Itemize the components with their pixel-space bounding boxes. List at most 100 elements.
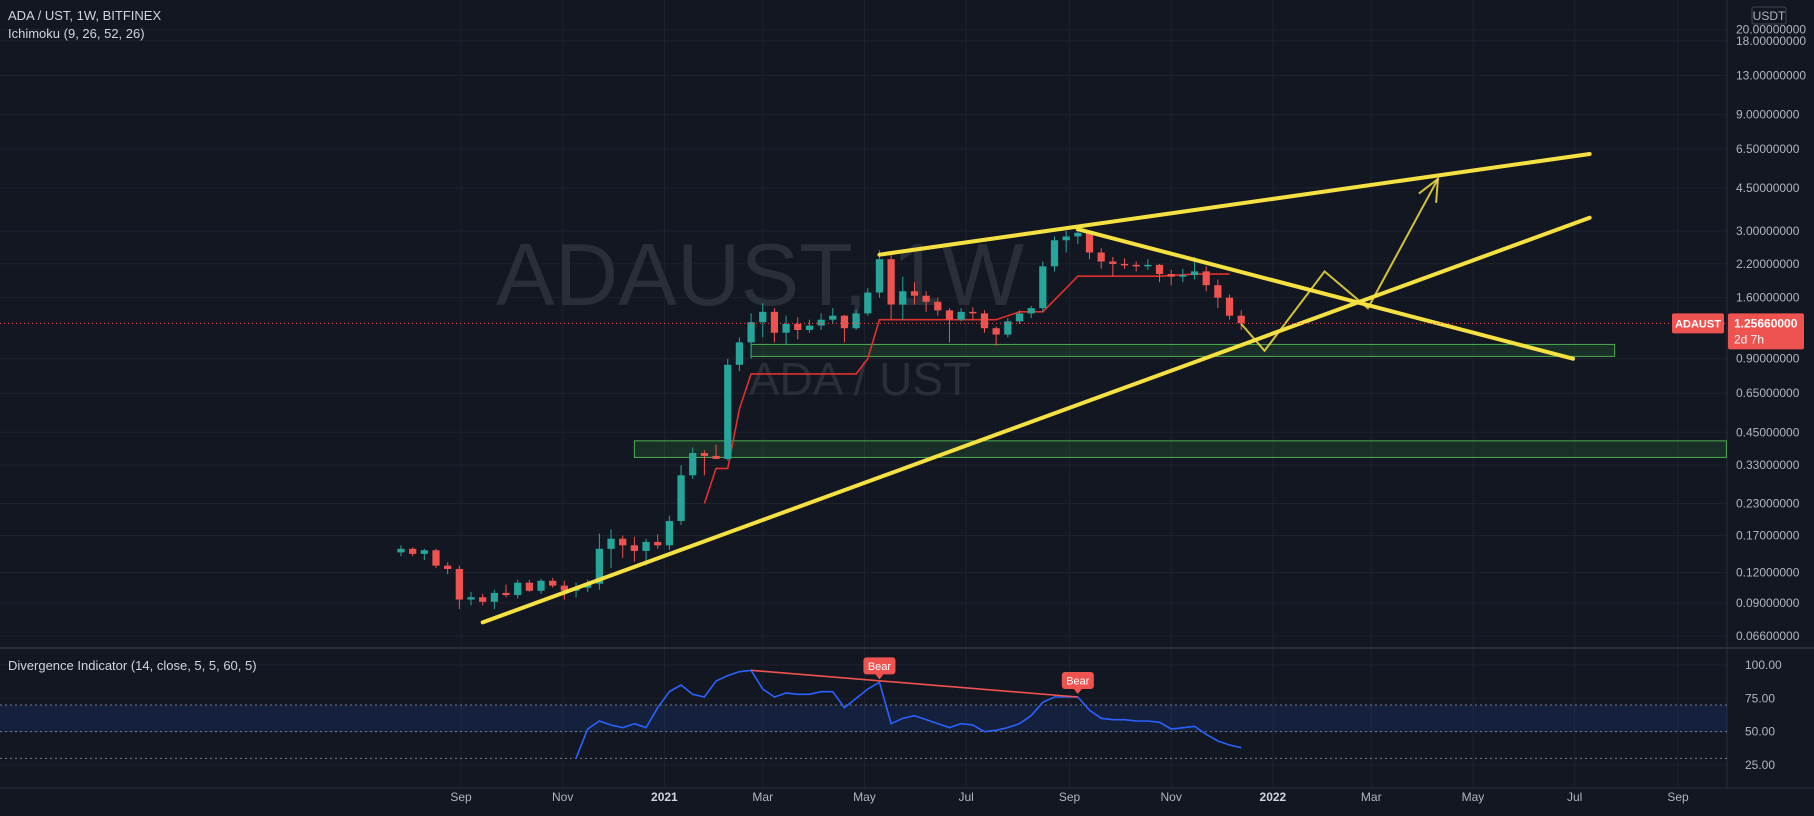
- candle[interactable]: [980, 310, 989, 333]
- candle[interactable]: [1167, 269, 1175, 286]
- candle[interactable]: [829, 308, 837, 324]
- support-zone-upper[interactable]: [750, 343, 1616, 357]
- candle[interactable]: [934, 297, 942, 316]
- candle[interactable]: [502, 584, 510, 598]
- candle[interactable]: [490, 589, 498, 610]
- candle[interactable]: [1132, 261, 1140, 272]
- candle[interactable]: [992, 326, 1000, 346]
- candle[interactable]: [817, 313, 825, 330]
- candle[interactable]: [700, 450, 709, 476]
- candle[interactable]: [1039, 261, 1047, 312]
- candle-body: [922, 295, 930, 302]
- candle[interactable]: [432, 548, 440, 569]
- candle-body: [852, 313, 860, 329]
- divergence-legend[interactable]: Divergence Indicator (14, close, 5, 5, 6…: [8, 658, 257, 673]
- candle[interactable]: [560, 580, 568, 600]
- candle[interactable]: [712, 444, 720, 459]
- candle[interactable]: [467, 591, 475, 606]
- candle[interactable]: [549, 577, 557, 588]
- candle[interactable]: [1062, 231, 1070, 253]
- candle[interactable]: [630, 536, 638, 562]
- upper-resistance-line[interactable]: [877, 151, 1592, 257]
- candle[interactable]: [1015, 310, 1024, 324]
- rising-support-line[interactable]: [480, 215, 1592, 625]
- descending-resistance-line[interactable]: [1075, 227, 1575, 361]
- candles[interactable]: [397, 227, 1245, 610]
- candle[interactable]: [735, 337, 744, 372]
- candle-body: [1097, 252, 1105, 262]
- trendlines[interactable]: [480, 151, 1592, 625]
- candle[interactable]: [875, 250, 884, 298]
- candle[interactable]: [1225, 294, 1234, 320]
- divergence-oscillator[interactable]: Bear Bear: [0, 657, 1727, 759]
- candle[interactable]: [537, 578, 545, 594]
- candle[interactable]: [922, 291, 930, 312]
- candle[interactable]: [782, 315, 790, 345]
- candle[interactable]: [619, 535, 627, 558]
- candle[interactable]: [665, 515, 674, 551]
- candle[interactable]: [1155, 263, 1164, 283]
- candle-body: [397, 548, 405, 553]
- candle[interactable]: [852, 309, 860, 330]
- candle[interactable]: [887, 254, 895, 320]
- current-price-marker[interactable]: ADAUST 1.25660000 2d 7h: [1672, 313, 1804, 350]
- candle[interactable]: [1237, 310, 1245, 330]
- candle[interactable]: [654, 534, 662, 549]
- candle[interactable]: [397, 545, 405, 557]
- candle-body: [502, 592, 510, 596]
- candle[interactable]: [805, 319, 814, 333]
- candle[interactable]: [864, 288, 872, 316]
- candle[interactable]: [677, 465, 685, 525]
- candle[interactable]: [1214, 279, 1222, 309]
- candle[interactable]: [747, 313, 755, 359]
- kijun-line: [703, 273, 1230, 504]
- rsi-line[interactable]: [575, 669, 1242, 759]
- candle[interactable]: [409, 547, 417, 557]
- candle[interactable]: [1109, 256, 1117, 277]
- candle-body: [1027, 308, 1035, 314]
- candle[interactable]: [420, 548, 428, 560]
- candle[interactable]: [759, 303, 767, 338]
- candle[interactable]: [770, 308, 779, 343]
- candle[interactable]: [1004, 318, 1012, 338]
- candle[interactable]: [1097, 248, 1105, 269]
- candle[interactable]: [607, 529, 615, 569]
- candle[interactable]: [840, 314, 849, 343]
- candle[interactable]: [969, 307, 977, 320]
- price-tick-label: 0.23000000: [1736, 496, 1800, 510]
- candle[interactable]: [455, 565, 463, 610]
- osc-tick-label: 25.00: [1745, 758, 1775, 772]
- candle[interactable]: [444, 562, 452, 575]
- candle[interactable]: [1144, 259, 1152, 270]
- support-zone-lower[interactable]: [633, 440, 1727, 458]
- bear-label[interactable]: Bear: [863, 657, 896, 680]
- candle[interactable]: [525, 579, 533, 592]
- candle[interactable]: [1050, 236, 1059, 272]
- candle[interactable]: [1085, 231, 1094, 260]
- candle[interactable]: [957, 308, 965, 322]
- candle[interactable]: [899, 276, 907, 320]
- candle[interactable]: [1202, 266, 1210, 292]
- candle[interactable]: [1120, 258, 1129, 269]
- candle[interactable]: [724, 358, 732, 461]
- price-tick-label: 0.12000000: [1736, 565, 1800, 579]
- bear-label[interactable]: Bear: [1061, 672, 1094, 694]
- candle[interactable]: [910, 282, 919, 305]
- currency-badge[interactable]: USDT: [1751, 6, 1787, 25]
- candle[interactable]: [689, 447, 697, 479]
- candle-body: [1144, 264, 1152, 267]
- projection-path[interactable]: [1240, 178, 1439, 353]
- candle[interactable]: [945, 308, 954, 343]
- candle[interactable]: [479, 593, 487, 606]
- candle[interactable]: [794, 317, 802, 340]
- osc-band: [0, 705, 1727, 732]
- candle[interactable]: [1179, 268, 1187, 283]
- candle[interactable]: [1027, 305, 1035, 319]
- ichimoku-legend[interactable]: Ichimoku (9, 26, 52, 26): [8, 26, 145, 41]
- support-zones[interactable]: [633, 343, 1727, 458]
- candle[interactable]: [514, 579, 522, 599]
- symbol-legend[interactable]: ADA / UST, 1W, BITFINEX: [8, 8, 162, 23]
